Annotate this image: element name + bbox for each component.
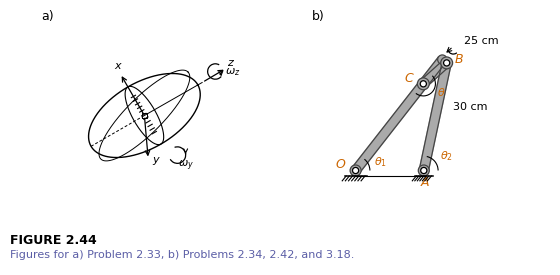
Text: Figures for a) Problem 2.33, b) Problems 2.34, 2.42, and 3.18.: Figures for a) Problem 2.33, b) Problems… — [10, 250, 354, 260]
Text: z: z — [227, 58, 234, 68]
Text: FIGURE 2.44: FIGURE 2.44 — [10, 234, 97, 247]
Text: a): a) — [41, 10, 54, 23]
Text: 25 cm: 25 cm — [464, 36, 499, 46]
Text: b): b) — [311, 10, 324, 23]
Text: y: y — [153, 155, 159, 165]
Text: $\theta_1$: $\theta_1$ — [374, 155, 387, 169]
Circle shape — [417, 78, 430, 90]
Circle shape — [420, 81, 426, 87]
Circle shape — [438, 55, 447, 64]
Circle shape — [350, 165, 361, 176]
Text: O: O — [336, 158, 346, 171]
Circle shape — [418, 165, 430, 176]
Polygon shape — [419, 62, 451, 171]
Circle shape — [444, 60, 450, 66]
Text: B: B — [454, 53, 463, 66]
Text: $\theta_2$: $\theta_2$ — [440, 150, 452, 163]
Text: $\omega_z$: $\omega_z$ — [225, 66, 241, 78]
Circle shape — [421, 167, 427, 174]
Polygon shape — [419, 57, 446, 87]
Text: 30 cm: 30 cm — [453, 102, 487, 112]
Text: A: A — [421, 176, 429, 189]
Text: x: x — [115, 61, 122, 71]
Circle shape — [353, 167, 358, 174]
Polygon shape — [352, 81, 427, 173]
Text: $\omega_y$: $\omega_y$ — [179, 159, 194, 173]
Text: $\theta$: $\theta$ — [437, 86, 445, 98]
Text: C: C — [405, 72, 413, 85]
Circle shape — [441, 57, 452, 69]
Polygon shape — [421, 60, 450, 87]
